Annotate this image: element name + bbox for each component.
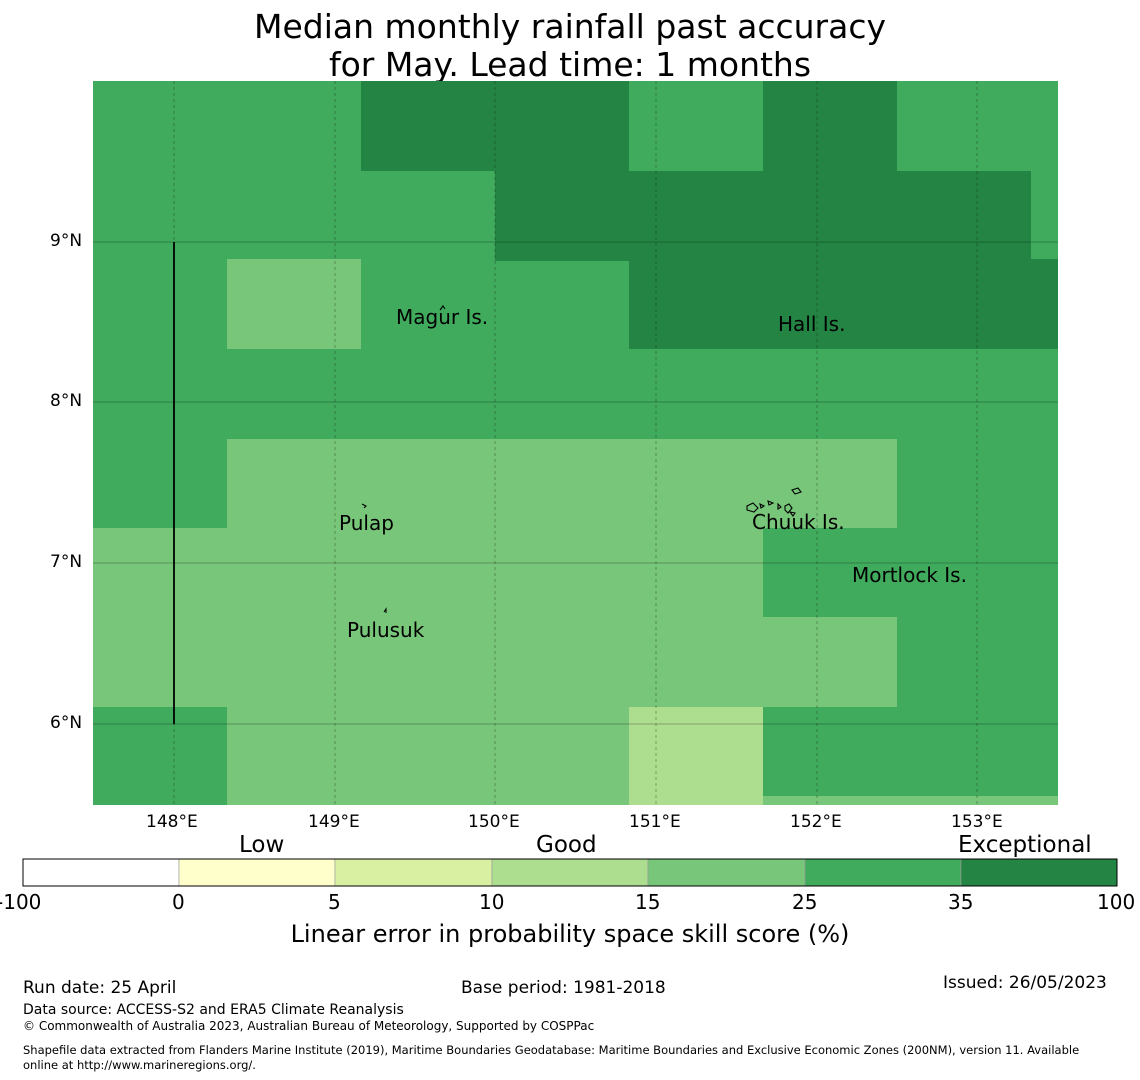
- y-tick-label: 9°N: [50, 231, 83, 251]
- issued-date: Issued: 26/05/2023: [943, 973, 1107, 993]
- map-title-line2: for May. Lead time: 1 months: [328, 45, 812, 84]
- colorbar-segment: [804, 858, 962, 887]
- colorbar-tick-label: 10: [479, 890, 505, 914]
- colorbar-tick-label: 15: [635, 890, 661, 914]
- place-label-chuuk: Chuuk Is.: [752, 510, 845, 534]
- island-outlines: [361, 305, 802, 613]
- x-tick-label: 152°E: [790, 812, 842, 832]
- map-title-line1: Median monthly rainfall past accuracy: [253, 7, 887, 46]
- shapefile-credit-line2: online at http://www.marineregions.org/.: [23, 1058, 256, 1072]
- y-tick-label: 6°N: [50, 713, 83, 733]
- x-tick-label: 153°E: [951, 812, 1003, 832]
- map-gridlines: [93, 81, 1058, 805]
- colorbar-segment: [491, 858, 649, 887]
- colorbar: [22, 858, 1118, 887]
- grid-cells-35-100: [361, 81, 1058, 349]
- colorbar-segment: [334, 858, 493, 887]
- colorbar-segment: [647, 858, 806, 887]
- x-tick-label: 148°E: [146, 812, 198, 832]
- place-label-pulap: Pulap: [339, 511, 394, 535]
- colorbar-segment: [178, 858, 336, 887]
- colorbar-category-low: Low: [239, 832, 285, 858]
- x-tick-label: 151°E: [629, 812, 681, 832]
- place-label-magur: Magur Is.: [396, 305, 489, 329]
- y-tick-label: 7°N: [50, 552, 83, 572]
- x-tick-label: 149°E: [308, 812, 360, 832]
- base-period: Base period: 1981-2018: [461, 978, 666, 998]
- colorbar-tick-label: 100: [1097, 890, 1136, 914]
- data-source: Data source: ACCESS-S2 and ERA5 Climate …: [23, 1002, 404, 1018]
- colorbar-tick-label: -100: [0, 890, 42, 914]
- colorbar-tick-label: 25: [792, 890, 818, 914]
- colorbar-tick-label: 5: [328, 890, 341, 914]
- colorbar-frame: [22, 858, 1118, 887]
- place-label-mortlock: Mortlock Is.: [852, 563, 967, 587]
- colorbar-category-good: Good: [536, 832, 597, 858]
- place-label-pulusuk: Pulusuk: [347, 618, 425, 642]
- shapefile-credit-line1: Shapefile data extracted from Flanders M…: [23, 1043, 1080, 1057]
- run-date: Run date: 25 April: [23, 978, 177, 998]
- colorbar-segment: [960, 858, 1118, 887]
- colorbar-tick-label: 35: [948, 890, 974, 914]
- y-tick-label: 8°N: [50, 391, 83, 411]
- grid-cells-10-15: [629, 707, 763, 805]
- place-label-hall: Hall Is.: [778, 312, 846, 336]
- colorbar-tick-label: 0: [172, 890, 185, 914]
- x-tick-label: 150°E: [468, 812, 520, 832]
- colorbar-axis-label: Linear error in probability space skill …: [290, 920, 850, 948]
- colorbar-category-exceptional: Exceptional: [958, 832, 1092, 858]
- copyright-notice: © Commonwealth of Australia 2023, Austra…: [23, 1019, 595, 1033]
- colorbar-segment: [22, 858, 180, 887]
